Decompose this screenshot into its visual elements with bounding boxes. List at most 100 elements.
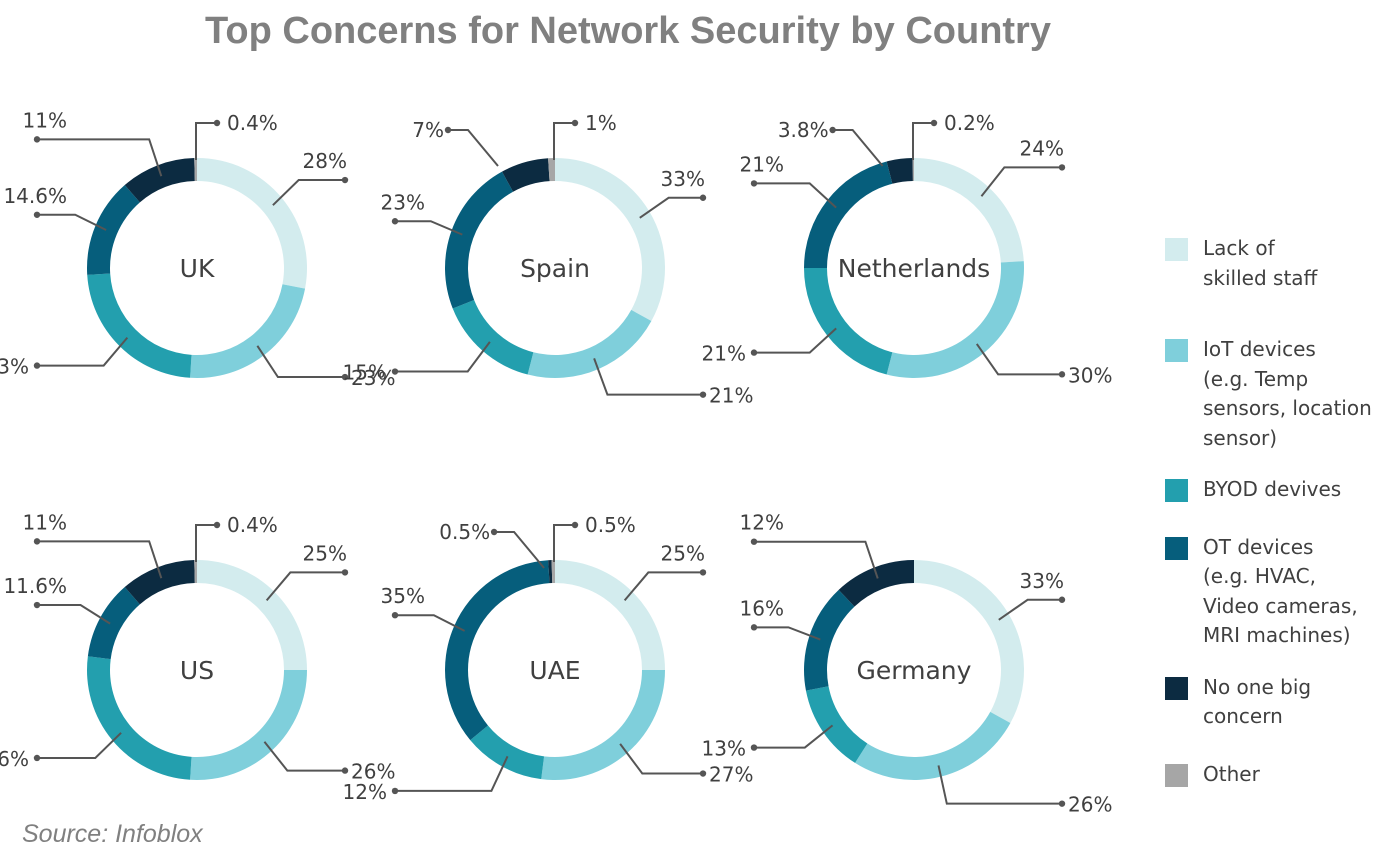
slice-byod-devices — [470, 725, 545, 780]
legend-label: Other — [1203, 761, 1260, 786]
legend-label: (e.g. HVAC, — [1203, 564, 1316, 588]
leader-dot — [213, 119, 221, 127]
leader-line — [754, 327, 837, 354]
slice-no-one-big-concern — [124, 158, 195, 203]
leader-line — [553, 524, 575, 562]
leader-line — [395, 341, 491, 373]
leader-dot — [699, 770, 707, 777]
leader-line — [37, 732, 122, 759]
leader-line — [832, 129, 884, 167]
donut-center-label: Spain — [520, 254, 590, 283]
legend-label: Video cameras, — [1203, 593, 1358, 618]
slice-other — [912, 158, 914, 182]
leader-dot — [444, 126, 452, 134]
legend-label: Lack of — [1203, 236, 1275, 260]
leader-line — [37, 540, 163, 579]
donut-center-label: Netherlands — [838, 254, 990, 283]
data-label: 33% — [1020, 569, 1064, 593]
data-label: 28% — [303, 149, 347, 173]
leader-dot — [750, 624, 758, 631]
slice-byod-devices — [804, 268, 893, 375]
data-label: 21% — [740, 152, 784, 176]
donut-us: US 25% 26% 26% 11.6% 11% 0.4% — [0, 510, 395, 783]
leader-dot — [341, 373, 349, 381]
legend-item-no-one-big-concern: No one big concern — [1165, 673, 1397, 732]
leader-line — [263, 741, 345, 772]
legend-label: BYOD devives — [1203, 477, 1342, 501]
data-label: 21% — [702, 342, 746, 366]
leader-dot — [490, 528, 498, 536]
donut-netherlands: Netherlands 24% 30% 21% 21% 3.8% 0.2% — [702, 111, 1113, 387]
leader-line — [998, 598, 1062, 621]
slice-iot-devices — [190, 284, 306, 378]
source-note: Source: Infoblox — [22, 820, 203, 848]
legend-item-byod-devices: BYOD devives — [1165, 475, 1397, 505]
slice-no-one-big-concern — [548, 560, 553, 584]
legend-item-lack-of-skilled-staff: Lack of skilled staff — [1165, 234, 1397, 293]
slice-iot-devices — [886, 261, 1025, 379]
legend-label: sensor) — [1203, 425, 1278, 450]
legend-item-iot-devices: IoT devices (e.g. Temp sensors, location se… — [1165, 335, 1397, 453]
donut-charts-canvas: UK28%23%23%14.6%11%0.4%Spain33%21%15%23%… — [0, 108, 1113, 817]
leader-dot — [829, 126, 836, 134]
data-label: 15% — [343, 361, 387, 385]
leader-dot — [1058, 800, 1066, 807]
slice-lack-of-skilled-staff — [914, 158, 1024, 263]
leader-dot — [33, 211, 41, 218]
data-label: 0.4% — [227, 111, 278, 135]
leader-dot — [33, 601, 41, 609]
donut-uk: UK 28% 23% 23% 14.6% 11% 0.4% — [0, 108, 395, 390]
data-label: 11% — [23, 510, 67, 534]
slice-lack-of-skilled-staff — [555, 560, 665, 670]
legend-item-other: Other — [1165, 760, 1397, 790]
data-label: 12% — [740, 511, 784, 535]
leader-line — [395, 614, 466, 632]
chart-title: Top Concerns for Network Security by Cou… — [205, 10, 1051, 52]
leader-dot — [930, 119, 938, 127]
slice-iot-devices — [855, 711, 1011, 780]
slice-lack-of-skilled-staff — [197, 158, 307, 289]
data-label: 0.4% — [227, 513, 278, 537]
leader-line — [37, 138, 163, 177]
slice-lack-of-skilled-staff — [555, 158, 665, 321]
donut-center-label: UK — [180, 254, 215, 283]
slice-iot-devices — [190, 670, 307, 781]
legend: Lack of skilled staff IoT devices (e.g. Tem… — [1165, 234, 1397, 789]
legend-label: No one big — [1203, 674, 1312, 699]
donut-center-label: US — [180, 656, 214, 685]
data-label: 12% — [343, 780, 387, 804]
data-label: 35% — [381, 584, 425, 608]
slice-iot-devices — [527, 309, 652, 379]
data-label: 13% — [702, 737, 746, 761]
leader-dot — [391, 787, 399, 795]
data-label: 7% — [412, 118, 444, 142]
slice-other — [194, 158, 197, 182]
donut-uae: UAE 25% 27% 12% 35% 0.5% 0.5% — [343, 513, 754, 804]
leader-dot — [391, 218, 399, 225]
leader-dot — [33, 538, 41, 545]
data-label: 23% — [351, 366, 395, 390]
legend-swatch — [1165, 238, 1188, 261]
leader-line — [256, 345, 345, 379]
leader-dot — [1058, 596, 1066, 603]
leader-dot — [750, 349, 758, 356]
leader-line — [980, 166, 1062, 197]
donut-germany: Germany 33% 26% 13% 16% 12% — [702, 511, 1113, 817]
data-label: 11.6% — [3, 574, 67, 598]
data-label: 26% — [0, 747, 29, 771]
slice-other — [548, 158, 555, 182]
leader-line — [272, 179, 345, 206]
leader-line — [553, 122, 575, 160]
leader-line — [265, 571, 345, 601]
leader-line — [494, 531, 545, 569]
legend-label: MRI machines) — [1203, 623, 1351, 647]
slice-no-one-big-concern — [502, 158, 550, 192]
data-label: 3.8% — [778, 118, 829, 142]
leader-line — [37, 604, 111, 625]
leader-line — [593, 358, 703, 396]
leader-dot — [391, 611, 399, 619]
leader-dot — [33, 754, 41, 762]
leader-dot — [571, 119, 579, 127]
leader-dot — [391, 368, 399, 375]
